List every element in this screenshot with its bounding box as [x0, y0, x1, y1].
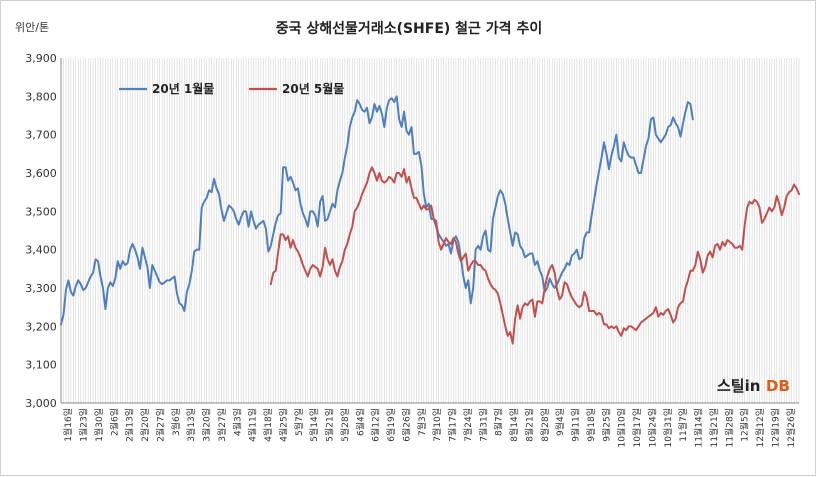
x-tick-label: 6월4일: [354, 408, 366, 436]
y-tick-label: 3,800: [25, 90, 57, 103]
x-tick-label: 1월23일: [78, 408, 90, 442]
axes: [60, 58, 799, 404]
x-tick-label: 2월20일: [139, 408, 151, 442]
x-tick-label: 11월14일: [693, 408, 705, 447]
x-tick-label: 7월10일: [431, 408, 443, 442]
x-tick-label: 4월25일: [277, 408, 289, 442]
y-tick-label: 3,500: [25, 205, 57, 218]
x-tick-label: 8월14일: [508, 408, 520, 442]
x-tick-label: 7월3일: [416, 408, 428, 436]
x-tick-label: 4월18일: [262, 408, 274, 442]
x-tick-label: 6월26일: [400, 408, 412, 442]
x-tick-label: 8월28일: [539, 408, 551, 442]
series-line-2: [269, 166, 800, 345]
steelindb-logo: 스틸in DB: [717, 377, 790, 395]
legend: 20년 1월물 20년 5월물: [119, 81, 344, 96]
x-tick-label: 5월28일: [339, 408, 351, 442]
legend-label-series-1: 20년 1월물: [152, 81, 214, 96]
x-tick-label: 9월11일: [570, 408, 582, 442]
x-tick-label: 5월21일: [324, 408, 336, 442]
series-lines: [60, 95, 800, 345]
logo-text-part2: DB: [766, 377, 790, 395]
y-axis-label: 위안/톤: [15, 21, 49, 34]
y-tick-label: 3,400: [25, 244, 57, 257]
y-tick-label: 3,000: [25, 397, 57, 410]
x-tick-label: 2월6일: [108, 408, 120, 436]
x-tick-label: 8월7일: [493, 408, 505, 436]
y-tick-label: 3,200: [25, 320, 57, 333]
x-tick-label: 3월20일: [201, 408, 213, 442]
x-tick-label: 12월5일: [739, 408, 751, 442]
x-tick-label: 10월31일: [662, 408, 674, 447]
x-tick-label: 6월12일: [370, 408, 382, 442]
x-tick-label: 4월11일: [247, 408, 259, 442]
y-tick-label: 3,700: [25, 129, 57, 142]
x-tick-label: 2월13일: [124, 408, 136, 442]
x-tick-label: 1월16일: [62, 408, 74, 442]
x-tick-label: 7월31일: [477, 408, 489, 442]
y-tick-labels: 3,000 3,100 3,200 3,300 3,400 3,500 3,600 3,700…: [25, 52, 57, 410]
x-tick-label: 11월7일: [677, 408, 689, 442]
x-tick-label: 1월30일: [93, 408, 105, 442]
logo-text-part1: 스틸in: [717, 377, 760, 395]
x-tick-label: 12월12일: [754, 408, 766, 447]
x-tick-label: 5월7일: [293, 408, 305, 436]
x-tick-label: 9월25일: [600, 408, 612, 442]
x-tick-label: 9월18일: [585, 408, 597, 442]
x-tick-label: 7월24일: [462, 408, 474, 442]
y-tick-label: 3,100: [25, 359, 57, 372]
y-tick-label: 3,900: [25, 52, 57, 65]
x-tick-label: 4월3일: [231, 408, 243, 436]
x-tick-label: 7월17일: [447, 408, 459, 442]
x-tick-label: 9월4일: [554, 408, 566, 436]
x-tick-label: 5월14일: [308, 408, 320, 442]
x-tick-label: 3월13일: [185, 408, 197, 442]
x-tick-label: 10월24일: [646, 408, 658, 447]
x-tick-label: 10월17일: [631, 408, 643, 447]
x-gridlines: [60, 58, 800, 403]
x-tick-label: 11월21일: [708, 408, 720, 447]
series-line-1: [60, 95, 694, 326]
x-tick-label: 2월27일: [154, 408, 166, 442]
y-tick-label: 3,300: [25, 282, 57, 295]
x-tick-label: 8월21일: [523, 408, 535, 442]
x-tick-label: 6월19일: [385, 408, 397, 442]
y-tick-label: 3,600: [25, 167, 57, 180]
x-tick-label: 3월6일: [170, 408, 182, 436]
chart-title: 중국 상해선물거래소(SHFE) 철근 가격 추이: [276, 20, 542, 37]
x-tick-labels: 1월16일 1월23일 1월30일 2월6일 2월13일 2월20일 2월27일 3월6일 3월…: [62, 408, 797, 447]
x-tick-label: 12월19일: [769, 408, 781, 447]
x-tick-label: 3월27일: [216, 408, 228, 442]
x-tick-label: 12월26일: [785, 408, 797, 447]
legend-label-series-2: 20년 5월물: [282, 81, 344, 96]
x-tick-label: 11월28일: [723, 408, 735, 447]
x-tick-label: 10월10일: [616, 408, 628, 447]
